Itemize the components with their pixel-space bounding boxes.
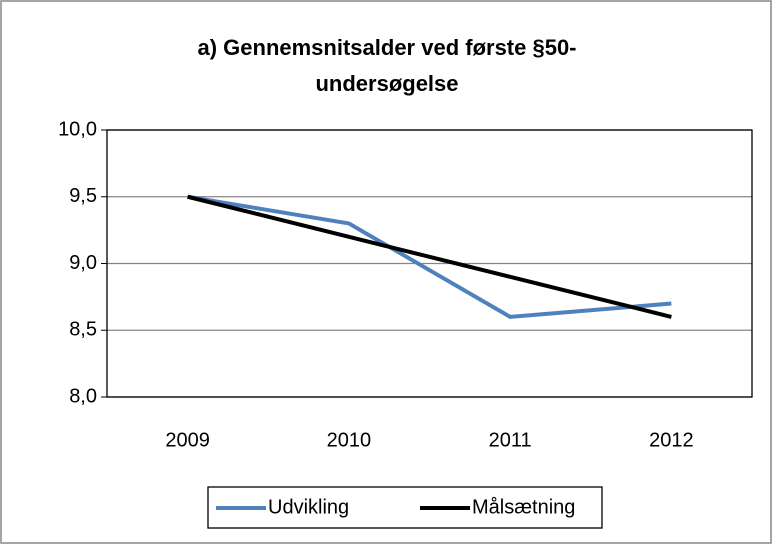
- legend-label: Målsætning: [472, 496, 575, 518]
- legend-box: [207, 486, 603, 529]
- legend-label: Udvikling: [268, 496, 349, 518]
- chart-title: a) Gennemsnitsalder ved første §50-under…: [197, 35, 577, 96]
- x-tick-label: 2012: [649, 429, 694, 451]
- x-tick-label: 2010: [327, 429, 372, 451]
- y-tick-label: 8,0: [69, 385, 97, 407]
- x-tick-label: 2009: [165, 429, 210, 451]
- y-tick-label: 8,5: [69, 319, 97, 341]
- y-tick-label: 9,0: [69, 252, 97, 274]
- series-line: [187, 194, 672, 319]
- x-tick-label: 2011: [489, 429, 532, 451]
- y-tick-label: 10,0: [58, 118, 97, 140]
- series-line: [187, 194, 672, 319]
- plot-border: [106, 129, 753, 398]
- y-tick-label: 9,5: [69, 185, 97, 207]
